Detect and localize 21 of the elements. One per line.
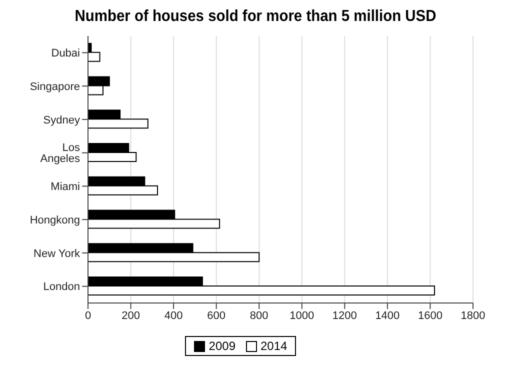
x-tick-label: 400 <box>164 310 183 322</box>
y-tick-label: London <box>43 281 80 294</box>
y-tick-label: Hongkong <box>30 214 80 226</box>
x-tick-label: 200 <box>122 310 140 322</box>
y-tick-label: Singapore <box>30 80 80 93</box>
x-tick-label: 0 <box>84 310 92 322</box>
x-tick-label: 1400 <box>375 310 400 322</box>
y-tick-label: Dubai <box>51 48 80 60</box>
y-tick-label: Sydney <box>43 114 80 126</box>
legend-label: 2014 <box>260 339 288 353</box>
x-tick-label: 800 <box>250 310 268 322</box>
x-tick-label: 1000 <box>290 310 314 322</box>
x-tick-label: 1200 <box>332 310 357 322</box>
y-tick-label: Miami <box>50 181 80 194</box>
x-tick-label: 1800 <box>460 310 486 322</box>
chart-title: Number of houses sold for more than 5 million USD <box>74 8 438 26</box>
legend-label: 2009 <box>208 339 236 353</box>
y-tick-label: Los Angeles <box>40 142 80 166</box>
x-tick-label: 600 <box>207 310 226 322</box>
y-tick-label: New York <box>34 248 80 260</box>
x-tick-label: 1600 <box>418 310 442 322</box>
